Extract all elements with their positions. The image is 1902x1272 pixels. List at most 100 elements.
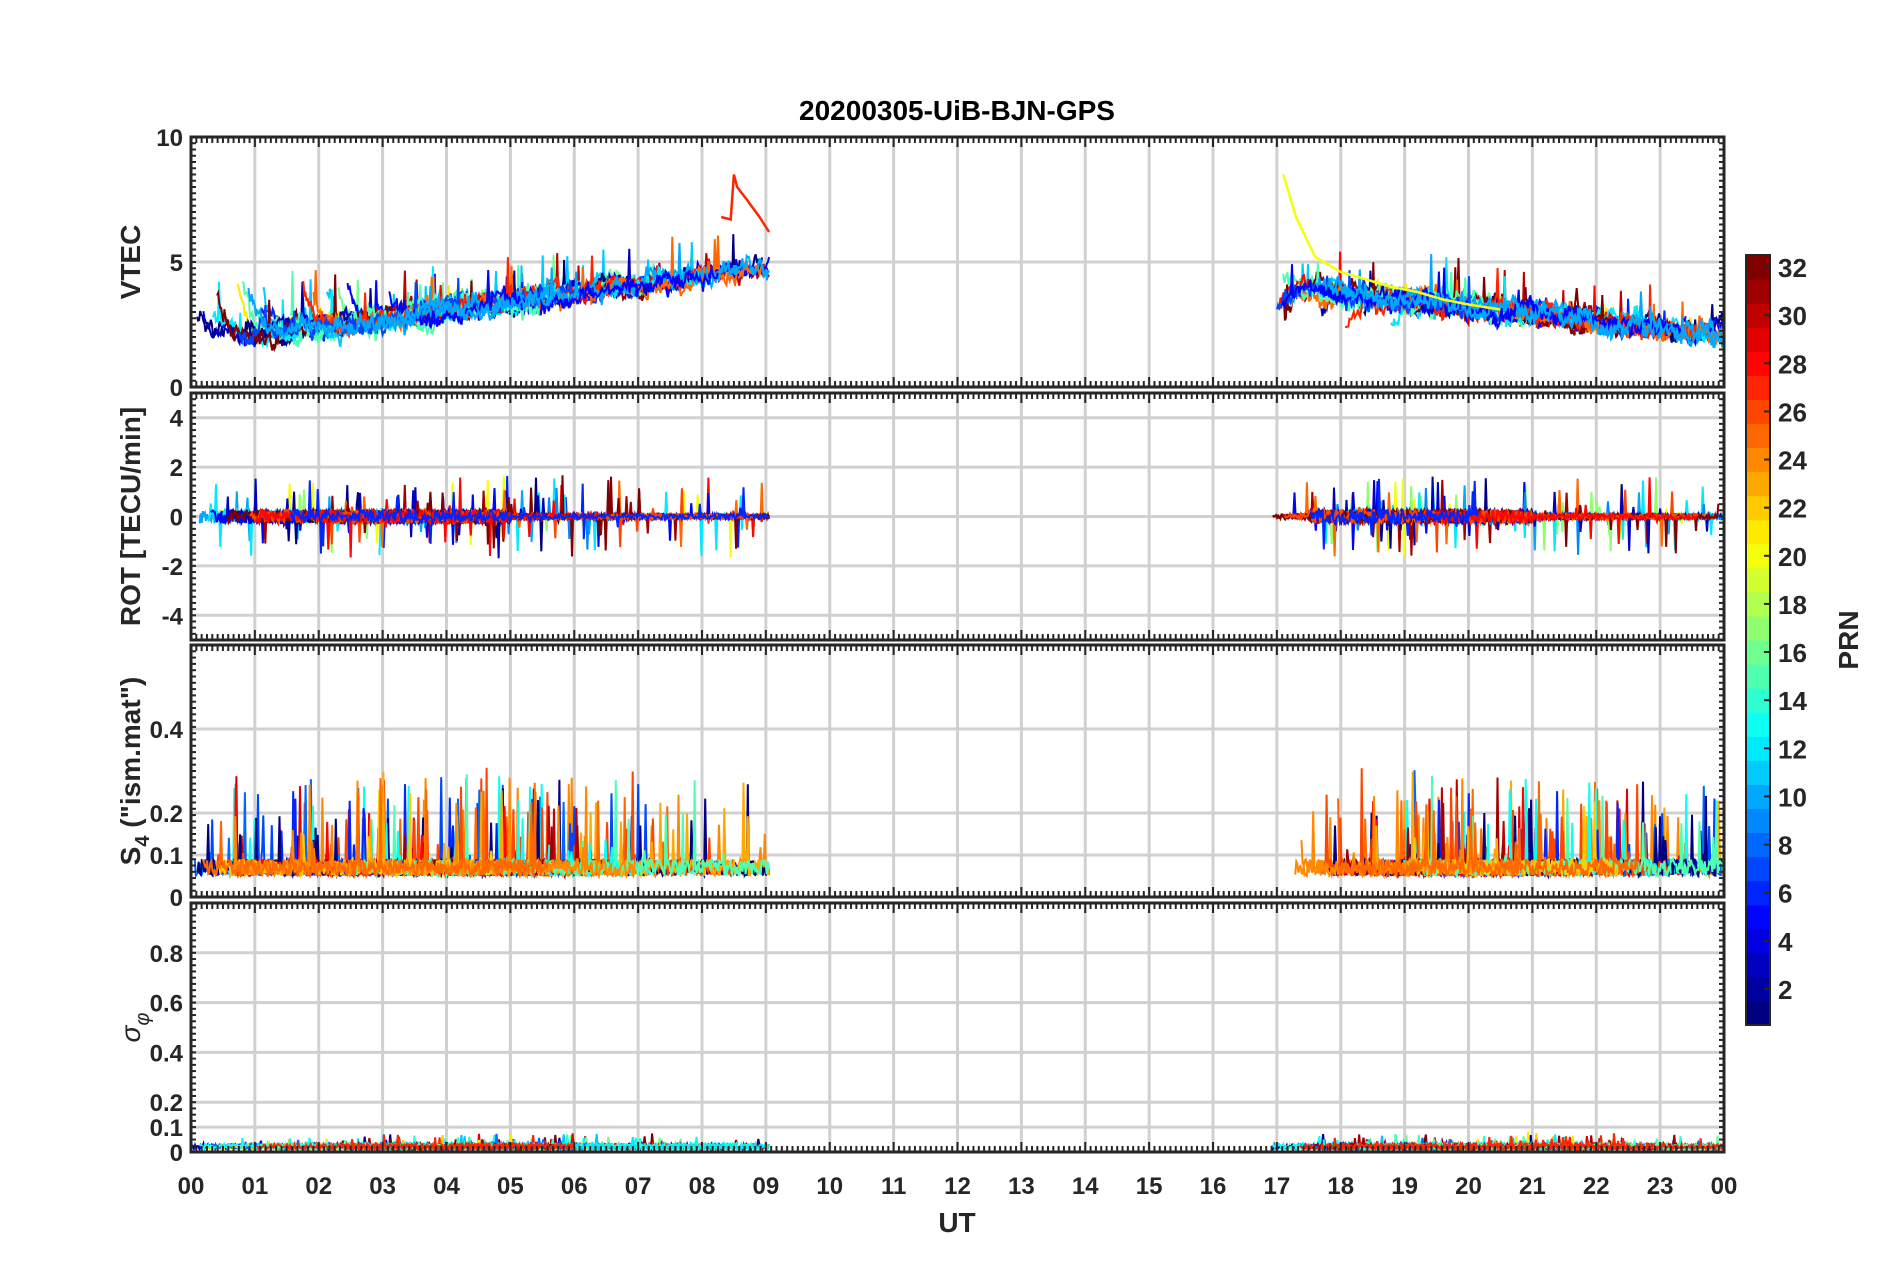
colorbar-segment [1746, 279, 1770, 304]
y-tick-label: 0.4 [150, 717, 184, 744]
traces-rot [198, 475, 1724, 559]
x-tick-label: 02 [305, 1173, 332, 1200]
y-tick-label: 0.1 [150, 1115, 183, 1142]
y-axis-label-s4: S4 ("ism.mat") [115, 677, 154, 866]
x-tick-label: 03 [369, 1173, 396, 1200]
prn-trace [1283, 489, 1699, 553]
colorbar-tick-label: 12 [1778, 734, 1807, 764]
x-tick-label: 00 [178, 1173, 205, 1200]
colorbar-tick-label: 24 [1778, 446, 1807, 476]
prn-trace [372, 242, 771, 336]
colorbar-segment [1746, 760, 1770, 785]
x-tick-label: 01 [242, 1173, 269, 1200]
colorbar-segment [1746, 664, 1770, 689]
x-tick-label: 15 [1136, 1173, 1163, 1200]
y-axis-label-sigma: σφ [115, 1013, 154, 1043]
colorbar-label: PRN [1833, 610, 1864, 669]
y-tick-label: 0 [170, 1140, 183, 1167]
traces-s4 [193, 767, 1724, 880]
colorbar-tick-label: 18 [1778, 590, 1807, 620]
x-tick-label: 04 [433, 1173, 460, 1200]
prn-trace [289, 480, 770, 528]
colorbar-segment [1746, 952, 1770, 978]
y-tick-label: -4 [162, 603, 184, 630]
colorbar-segment [1746, 375, 1770, 400]
colorbar-segment [1746, 327, 1770, 352]
y-tick-label: 0.2 [150, 1090, 183, 1117]
x-tick-label: 10 [816, 1173, 843, 1200]
traces-vtec [196, 174, 1724, 353]
y-tick-label: 2 [170, 455, 183, 482]
panel-rot: -4 -2 0 2 4 ROT [TECU/min] [115, 391, 1726, 642]
panel-sigma: 00.10.2 0.4 0.6 0.8 σφ [115, 901, 1726, 1167]
y-tick-label: 5 [170, 250, 183, 277]
x-tick-label: 14 [1072, 1173, 1099, 1200]
y-tick-label: 0.1 [150, 843, 183, 870]
x-tick-label: 21 [1519, 1173, 1546, 1200]
x-tick-label: 16 [1200, 1173, 1227, 1200]
y-tick-label: 0.2 [150, 801, 183, 828]
prn-trace [1326, 269, 1724, 349]
colorbar-segment [1746, 712, 1770, 737]
colorbar-frame [1745, 254, 1771, 1026]
colorbar-tick-label: 22 [1778, 494, 1807, 524]
prn-trace [247, 267, 554, 341]
y-tick-label: 0.4 [150, 1040, 184, 1067]
x-tick-label: 00 [1711, 1173, 1738, 1200]
colorbar-segment [1746, 471, 1770, 497]
prn-trace [335, 1134, 575, 1152]
colorbar-segment [1746, 519, 1770, 545]
x-tick-label: 19 [1391, 1173, 1418, 1200]
colorbar-tick-label: 2 [1778, 975, 1792, 1005]
prn-trace [201, 778, 549, 879]
x-tick-label: 07 [625, 1173, 652, 1200]
x-tick-label: 22 [1583, 1173, 1610, 1200]
colorbar-tick-label: 6 [1778, 879, 1792, 909]
y-tick-label: 10 [156, 125, 183, 152]
y-axis-label-rot: ROT [TECU/min] [115, 407, 146, 626]
colorbar-segment [1746, 615, 1770, 641]
y-tick-label: -2 [162, 554, 183, 581]
x-tick-label: 18 [1327, 1173, 1354, 1200]
prn-27-trace [720, 174, 771, 233]
colorbar-segment [1746, 856, 1770, 882]
x-tick-label: 13 [1008, 1173, 1035, 1200]
x-tick-label: 09 [753, 1173, 780, 1200]
colorbar-tick-label: 10 [1778, 782, 1807, 812]
y-tick-label: 0 [170, 885, 183, 912]
colorbar-tick-label: 32 [1778, 253, 1807, 283]
y-tick-label: 0 [170, 505, 183, 532]
y-tick-label: 4 [170, 406, 184, 433]
x-tick-label: 20 [1455, 1173, 1482, 1200]
colorbar-tick-label: 20 [1778, 542, 1807, 572]
colorbar-segment [1746, 423, 1770, 449]
colorbar-segment [1746, 808, 1770, 834]
colorbar-tick-label: 8 [1778, 831, 1792, 861]
y-tick-label: 0.6 [150, 991, 183, 1018]
prn-trace [1337, 781, 1639, 880]
x-tick-label: 23 [1647, 1173, 1674, 1200]
x-tick-label: 06 [561, 1173, 588, 1200]
chart-title: 20200305-UiB-BJN-GPS [799, 95, 1115, 126]
x-tick-label: 11 [881, 1173, 906, 1200]
x-tick-label: 12 [944, 1173, 971, 1200]
x-tick-label: 17 [1264, 1173, 1291, 1200]
panel-vtec: 0 5 10 VTEC [115, 125, 1726, 402]
colorbar-segment [1746, 567, 1770, 593]
y-tick-label: 0.8 [150, 941, 183, 968]
colorbar-tick-label: 14 [1778, 686, 1807, 716]
colorbar-tick-label: 26 [1778, 397, 1807, 427]
panel-s4: 0 0.1 0.2 0.4S4 ("ism.mat") [115, 643, 1726, 912]
colorbar-tick-label: 28 [1778, 349, 1807, 379]
colorbar-segment [1746, 904, 1770, 930]
colorbar-tick-label: 16 [1778, 638, 1807, 668]
prn-20-trace [1282, 174, 1501, 311]
x-tick-label: 05 [497, 1173, 524, 1200]
colorbar-tick-label: 30 [1778, 301, 1807, 331]
x-axis: 00 01 02 03 04 05 06 07 08 09 10 11 12 13 14 15 16 17 18 19… [178, 1173, 1738, 1200]
x-axis-label: UT [938, 1207, 975, 1238]
y-tick-label: 0 [170, 375, 183, 402]
